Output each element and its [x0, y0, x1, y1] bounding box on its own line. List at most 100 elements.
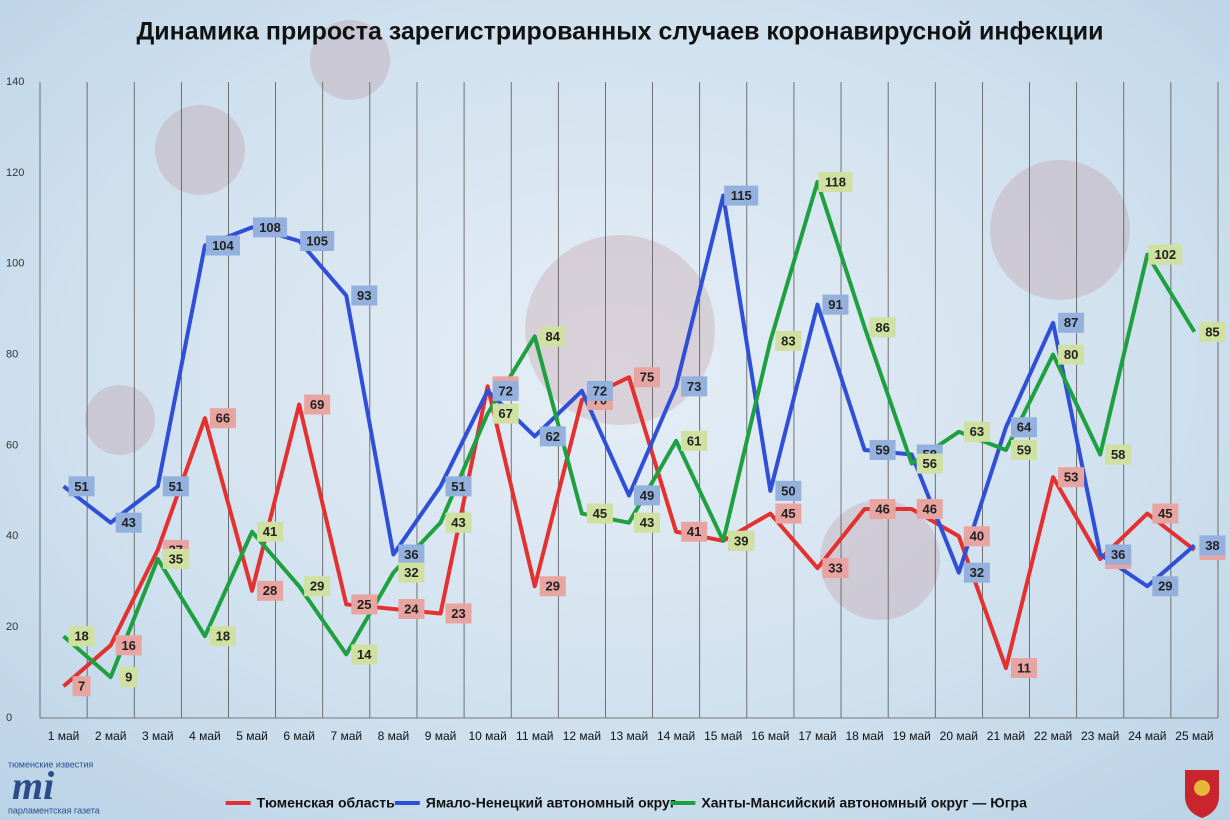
- x-tick-label: 20 май: [940, 729, 978, 743]
- data-label-box: [1010, 439, 1037, 460]
- data-label: 50: [781, 483, 795, 498]
- x-tick-label: 2 май: [95, 729, 127, 743]
- data-label-box: [445, 512, 472, 533]
- data-label-box: [916, 499, 943, 520]
- data-label: 118: [825, 174, 846, 189]
- data-label: 45: [781, 506, 795, 521]
- data-label: 43: [640, 515, 654, 530]
- legend-label: Тюменская область: [257, 795, 396, 811]
- data-label: 24: [404, 601, 419, 616]
- data-label: 87: [1064, 315, 1078, 330]
- x-tick-label: 23 май: [1081, 729, 1119, 743]
- data-label: 53: [1064, 470, 1078, 485]
- data-label: 59: [1017, 442, 1031, 457]
- data-label: 7: [78, 679, 85, 694]
- data-label: 51: [74, 479, 88, 494]
- data-label-box: [916, 453, 943, 474]
- x-tick-label: 21 май: [987, 729, 1025, 743]
- data-label-box: [253, 217, 288, 238]
- data-label: 49: [640, 488, 654, 503]
- x-tick-label: 19 май: [893, 729, 931, 743]
- x-tick-label: 5 май: [236, 729, 268, 743]
- logo-top: тюменские известия: [8, 759, 93, 769]
- x-tick-label: 3 май: [142, 729, 174, 743]
- data-label-box: [257, 521, 284, 542]
- data-label-box: [351, 594, 378, 615]
- data-label-box: [257, 580, 284, 601]
- data-label: 73: [687, 379, 701, 394]
- data-label-box: [775, 330, 802, 351]
- y-tick-label: 40: [6, 530, 18, 542]
- data-label-box: [398, 562, 425, 583]
- data-label-box: [205, 235, 240, 256]
- data-label: 58: [1111, 447, 1125, 462]
- data-label-box: [68, 626, 95, 647]
- data-label-box: [822, 294, 849, 315]
- data-label-box: [304, 394, 331, 415]
- data-label: 36: [404, 547, 418, 562]
- y-tick-label: 100: [6, 258, 24, 270]
- data-label: 29: [310, 579, 324, 594]
- data-label-box: [1105, 444, 1132, 465]
- data-label-box: [634, 512, 660, 533]
- data-label-box: [1199, 535, 1226, 556]
- x-tick-label: 14 май: [657, 729, 695, 743]
- x-tick-label: 9 май: [425, 729, 457, 743]
- data-label-box: [586, 380, 613, 401]
- data-label-box: [539, 326, 566, 347]
- legend-label: Ямало-Ненецкий автономный округ: [426, 795, 676, 811]
- data-label: 66: [216, 411, 230, 426]
- emblem: [1185, 770, 1219, 818]
- data-label-box: [869, 439, 896, 460]
- data-label: 75: [640, 370, 654, 385]
- data-label: 43: [121, 515, 135, 530]
- x-tick-label: 15 май: [704, 729, 742, 743]
- data-label: 33: [828, 561, 842, 576]
- logo-mark: mi: [12, 763, 54, 808]
- data-label-box: [1010, 658, 1037, 679]
- data-label: 51: [451, 479, 465, 494]
- data-label-box: [162, 549, 189, 569]
- x-tick-label: 8 май: [378, 729, 410, 743]
- data-label: 32: [404, 565, 418, 580]
- data-label: 28: [263, 583, 277, 598]
- x-tick-label: 10 май: [468, 729, 506, 743]
- data-label-box: [115, 635, 142, 656]
- data-label: 56: [922, 456, 936, 471]
- data-label-box: [351, 285, 378, 306]
- x-tick-label: 18 май: [845, 729, 883, 743]
- data-label: 11: [1017, 660, 1031, 675]
- data-label-box: [115, 512, 142, 533]
- data-label: 46: [922, 501, 936, 516]
- x-tick-label: 4 май: [189, 729, 221, 743]
- data-label: 115: [731, 188, 752, 203]
- data-label: 86: [875, 320, 889, 335]
- data-label-box: [300, 231, 335, 251]
- data-label: 43: [451, 515, 465, 530]
- data-label: 105: [306, 233, 328, 248]
- data-label-box: [1058, 312, 1085, 333]
- data-label: 80: [1064, 347, 1078, 362]
- data-label-box: [869, 317, 896, 338]
- data-label-box: [1010, 417, 1037, 438]
- data-label-box: [963, 421, 990, 442]
- x-tick-label: 25 май: [1175, 729, 1213, 743]
- data-label-box: [869, 499, 896, 520]
- logo: тюменские известия mi парламентская газе…: [8, 759, 100, 815]
- data-label: 46: [875, 501, 889, 516]
- y-tick-label: 20: [6, 621, 18, 633]
- data-label-box: [492, 380, 519, 401]
- data-label: 9: [125, 670, 132, 685]
- data-label-box: [724, 185, 759, 206]
- data-label: 59: [875, 442, 889, 457]
- data-label: 36: [1111, 547, 1125, 562]
- x-tick-label: 6 май: [283, 729, 315, 743]
- data-label: 93: [357, 288, 371, 303]
- series-line: [62, 179, 1197, 680]
- data-label: 29: [546, 579, 560, 594]
- data-label-box: [586, 503, 613, 524]
- data-label: 41: [263, 524, 277, 539]
- data-label: 63: [970, 424, 984, 439]
- data-label-box: [304, 576, 331, 597]
